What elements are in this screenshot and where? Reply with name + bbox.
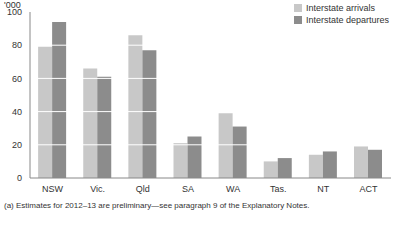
svg-text:Tas.: Tas. (270, 184, 287, 194)
svg-text:ACT: ACT (359, 184, 378, 194)
svg-text:60: 60 (12, 74, 22, 84)
svg-text:NT: NT (317, 184, 329, 194)
svg-text:40: 40 (12, 107, 22, 117)
svg-text:80: 80 (12, 40, 22, 50)
svg-text:Vic.: Vic. (90, 184, 105, 194)
html-text:Interstate departures: Interstate departures (305, 15, 389, 25)
svg-text:SA: SA (182, 184, 194, 194)
html-text:'000: '000 (4, 0, 21, 10)
svg-text:20: 20 (12, 140, 22, 150)
svg-text:WA: WA (226, 184, 240, 194)
svg-text:NSW: NSW (42, 184, 64, 194)
svg-text:Qld: Qld (136, 184, 150, 194)
svg-text:100: 100 (8, 7, 22, 17)
html-text:(a) Estimates for 2012–13 are: (a) Estimates for 2012–13 are preliminar… (4, 201, 310, 210)
html-text:Interstate arrivals: Interstate arrivals (305, 3, 375, 13)
svg-text:0: 0 (17, 173, 22, 183)
